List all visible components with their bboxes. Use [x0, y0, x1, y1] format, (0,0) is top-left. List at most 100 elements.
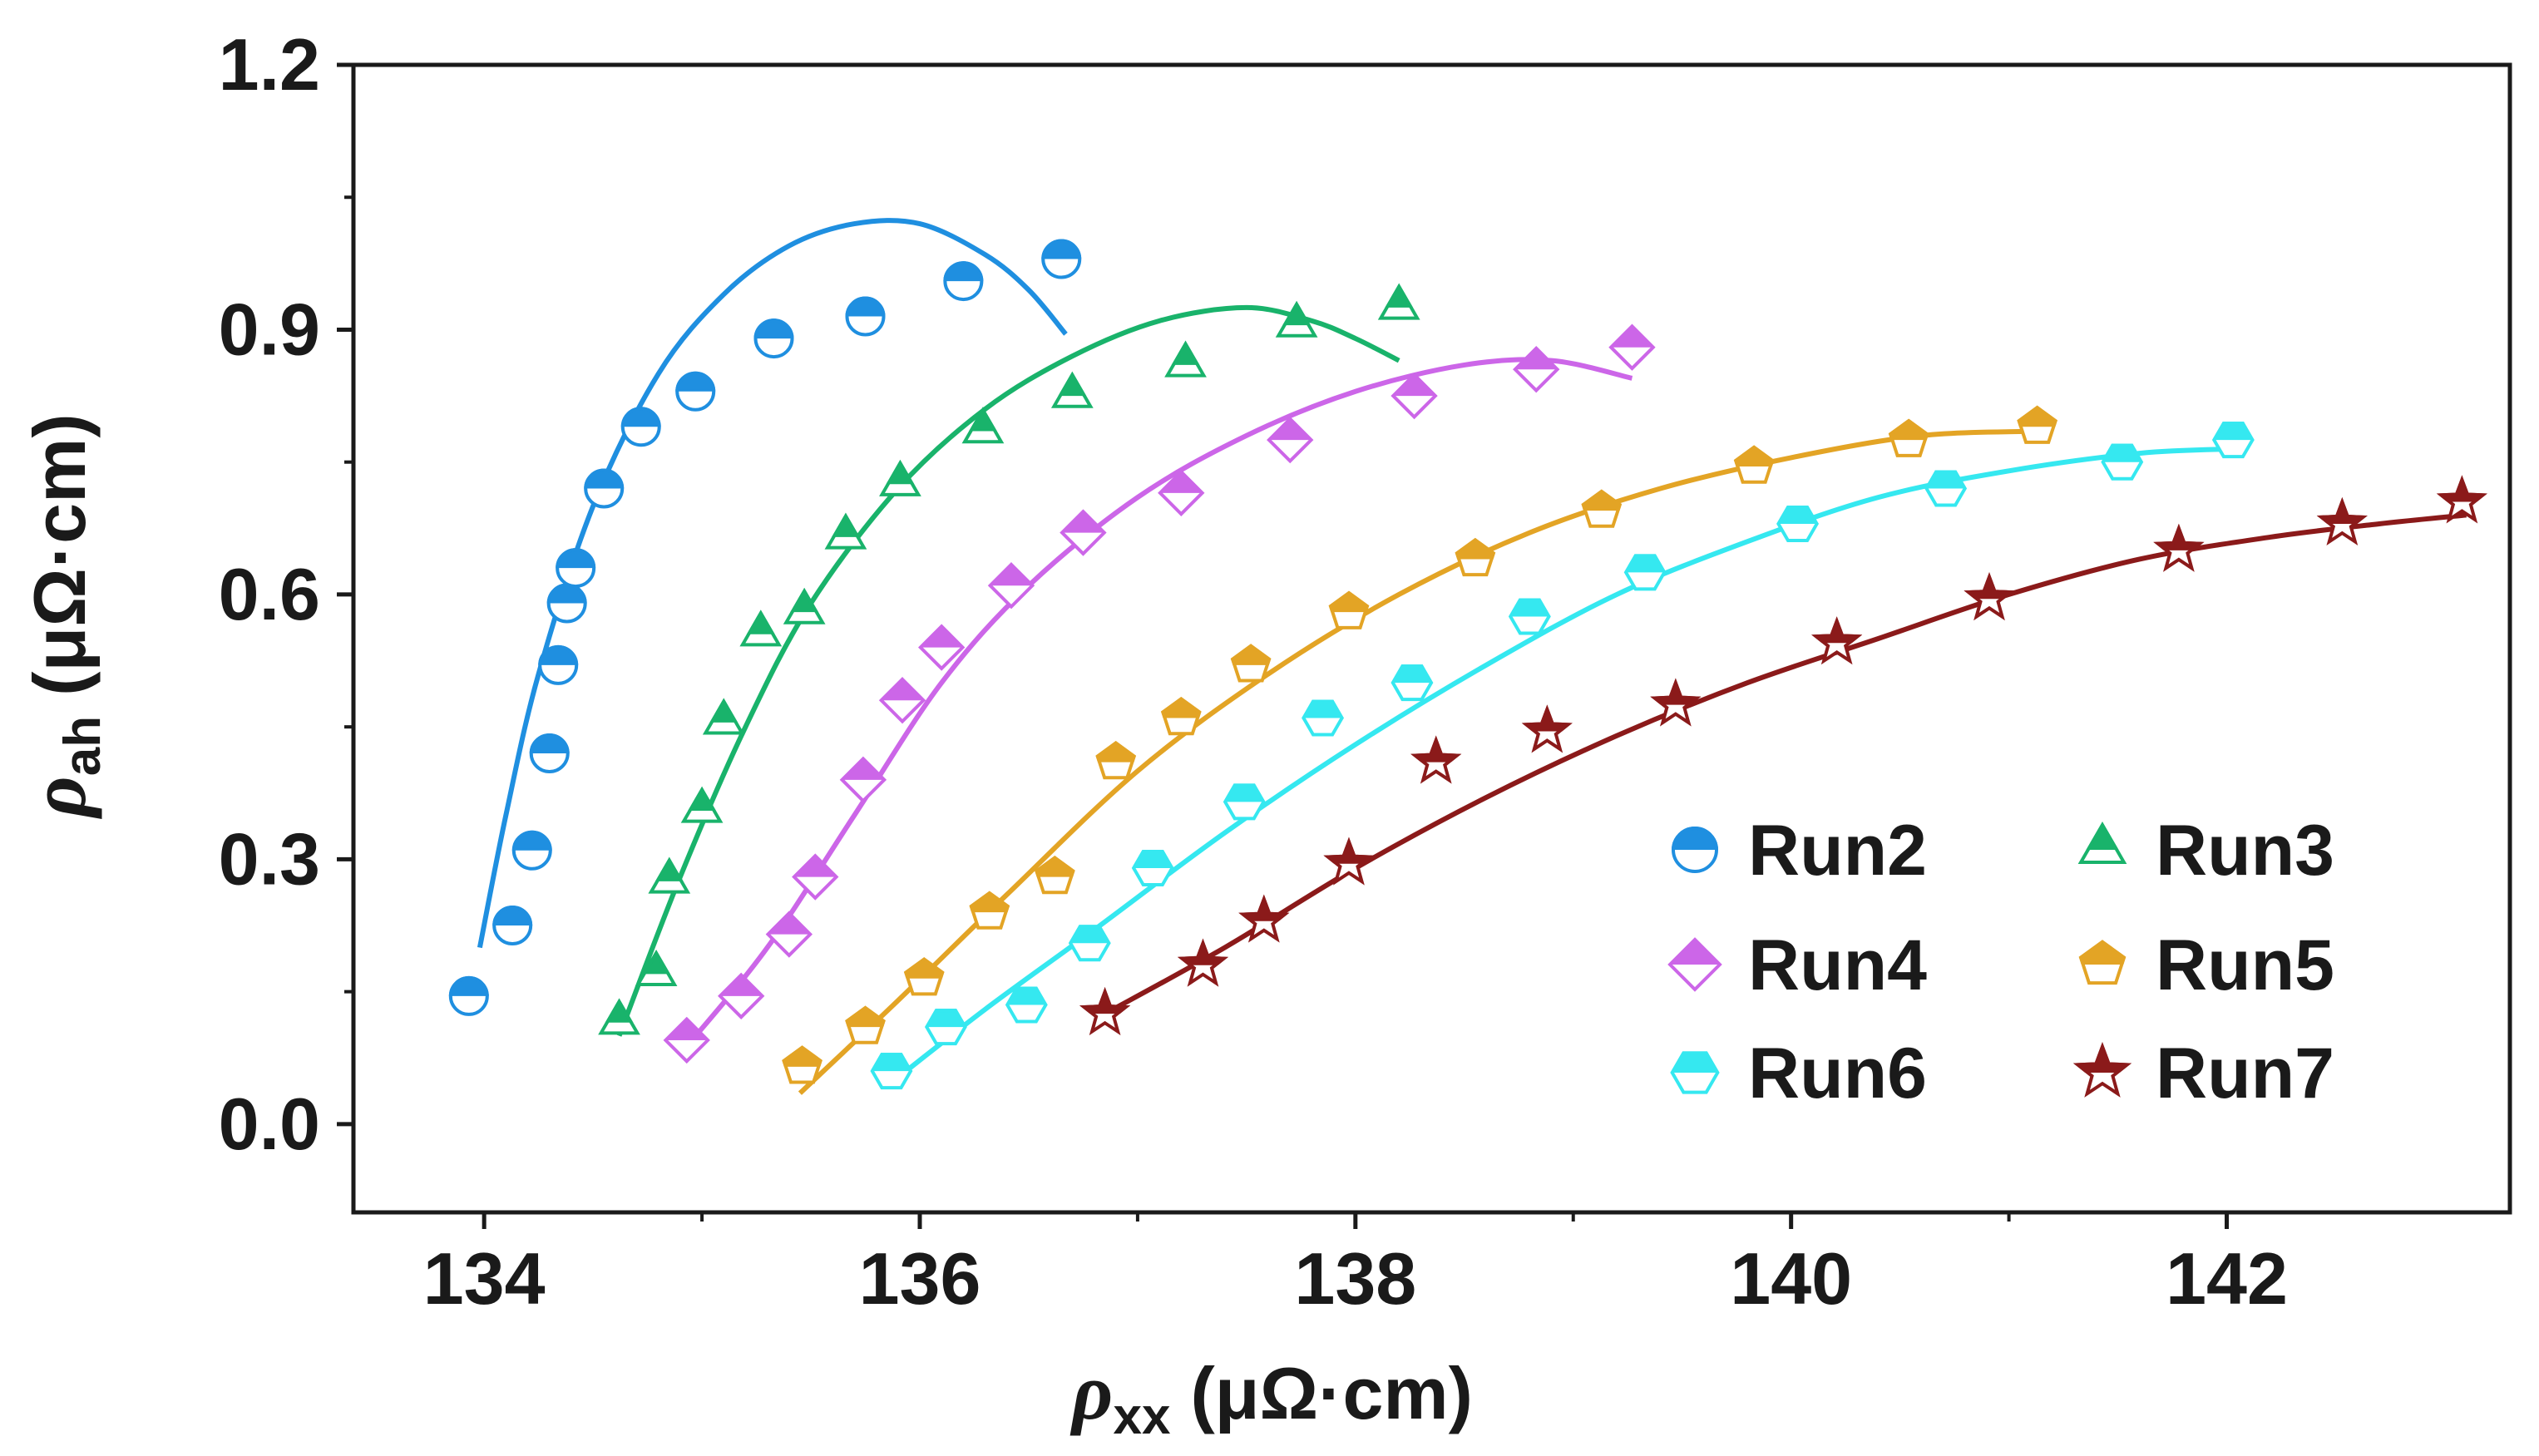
data-point [1608, 323, 1656, 371]
data-point [1776, 505, 1819, 543]
data-point [546, 583, 587, 624]
marker-fill [2078, 940, 2127, 965]
marker-fill [1035, 856, 1075, 877]
plot-border [351, 62, 2512, 1215]
marker-fill [1230, 644, 1272, 665]
marker-fill [1060, 509, 1107, 533]
marker-fill [2101, 443, 2144, 462]
marker-fill [1282, 300, 1311, 326]
legend-label: Run3 [2156, 811, 2334, 891]
data-point [1410, 735, 1462, 784]
data-point [1924, 470, 1968, 507]
data-point [1377, 283, 1420, 320]
marker-fill [538, 644, 579, 665]
marker-fill [1776, 505, 1819, 524]
y-tick-label: 0.9 [219, 288, 320, 370]
x-tick-label: 136 [859, 1237, 981, 1320]
legend-label: Run4 [1748, 925, 1927, 1005]
data-point [870, 1053, 913, 1090]
data-point [839, 756, 887, 803]
data-point [1323, 837, 1375, 886]
legend-marker [1672, 827, 1718, 873]
data-point [635, 950, 678, 987]
marker-fill [1041, 239, 1082, 259]
legend-marker [2078, 940, 2127, 985]
x-axis-title: ρxx (μΩ·cm) [1069, 1347, 1473, 1445]
marker-fill [688, 786, 716, 811]
data-point [648, 856, 691, 894]
marker-fill [969, 891, 1010, 913]
marker-fill [1608, 323, 1656, 348]
data-point [1050, 371, 1094, 408]
data-point [538, 644, 579, 685]
x-tick-label: 140 [1730, 1237, 1852, 1320]
legend-label: Run2 [1748, 811, 1927, 891]
marker-fill [1811, 616, 1863, 644]
marker-fill [2086, 822, 2119, 850]
data-point [718, 972, 765, 1020]
data-point [1079, 987, 1131, 1036]
data-point [680, 786, 724, 823]
y-axis-title: ρah(μΩ·cm) [13, 413, 111, 819]
fit-line-run7 [1104, 512, 2467, 1016]
marker-fill [1068, 925, 1111, 944]
fit-line-run2 [477, 218, 1068, 949]
marker-fill [832, 512, 860, 537]
marker-fill [1672, 827, 1718, 850]
marker-fill [620, 407, 661, 427]
data-point [783, 587, 826, 624]
marker-fill [556, 548, 596, 569]
marker-fill [1267, 417, 1314, 441]
marker-fill [1223, 783, 1266, 802]
y-tick-label: 0.0 [219, 1083, 320, 1165]
data-point [969, 891, 1010, 930]
legend-item-run6: Run6 [1670, 1034, 1927, 1113]
legend-marker [2072, 1042, 2132, 1098]
data-point [1035, 856, 1075, 895]
data-point [1581, 489, 1623, 528]
marker-fill [1513, 346, 1560, 370]
series-run6 [870, 422, 2255, 1090]
marker-fill [1385, 283, 1414, 308]
fit-line-run5 [798, 428, 2042, 1095]
data-point [492, 906, 533, 945]
series-run7 [1079, 475, 2487, 1036]
marker-fill [448, 975, 489, 996]
data-point [556, 548, 596, 589]
data-point [1888, 418, 1929, 457]
marker-fill [782, 1045, 822, 1067]
data-point [1223, 783, 1266, 821]
marker-fill [845, 296, 886, 317]
marker-fill [2153, 523, 2205, 550]
data-point [1164, 340, 1207, 378]
marker-fill [492, 906, 533, 925]
y-axis-ticks: 0.0 0.3 0.6 0.9 1.2 [219, 23, 353, 1165]
data-point [1160, 696, 1202, 736]
x-tick-label: 134 [423, 1237, 546, 1320]
legend-label: Run6 [1748, 1034, 1927, 1113]
data-point [903, 957, 945, 996]
marker-fill [1131, 849, 1174, 868]
data-point [1733, 445, 1775, 484]
y-tick-label: 0.3 [219, 817, 320, 900]
data-point [2316, 496, 2368, 545]
data-point [2436, 475, 2487, 524]
marker-fill [753, 318, 794, 339]
data-point [1508, 598, 1551, 635]
marker-fill [2017, 405, 2057, 427]
marker-fill [675, 371, 716, 392]
data-points [448, 239, 2487, 1090]
marker-fill [790, 587, 819, 613]
data-point [1060, 509, 1107, 556]
marker-fill [839, 756, 887, 780]
marker-fill [1667, 937, 1722, 965]
marker-fill [1005, 986, 1048, 1005]
marker-fill [2316, 496, 2368, 524]
marker-fill [2211, 422, 2255, 441]
marker-fill [870, 1053, 913, 1072]
marker-fill [845, 1005, 886, 1028]
fit-line-run4 [682, 357, 1633, 1051]
data-point [1521, 704, 1573, 753]
marker-fill [511, 830, 552, 851]
marker-fill [1650, 678, 1702, 705]
